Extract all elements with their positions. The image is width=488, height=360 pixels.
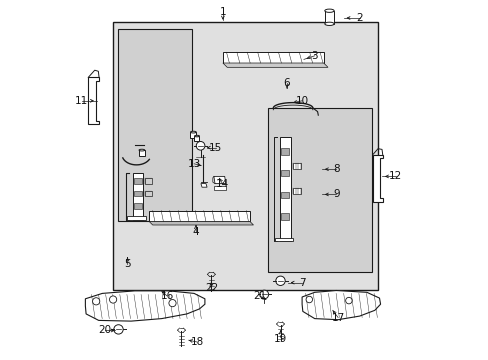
Bar bbox=[194, 136, 199, 141]
Text: 19: 19 bbox=[273, 334, 286, 344]
Circle shape bbox=[92, 298, 100, 305]
Circle shape bbox=[260, 290, 268, 299]
Text: 18: 18 bbox=[190, 337, 203, 347]
Polygon shape bbox=[133, 173, 142, 220]
Polygon shape bbox=[275, 238, 293, 241]
Text: 3: 3 bbox=[311, 51, 317, 61]
Polygon shape bbox=[149, 221, 253, 225]
Bar bbox=[118, 29, 191, 221]
Polygon shape bbox=[88, 77, 99, 124]
Circle shape bbox=[275, 276, 285, 285]
Circle shape bbox=[109, 296, 117, 303]
Text: 16: 16 bbox=[160, 291, 173, 301]
Polygon shape bbox=[144, 191, 152, 196]
Polygon shape bbox=[134, 203, 141, 209]
Polygon shape bbox=[223, 52, 323, 63]
Bar bbox=[113, 22, 377, 290]
Text: 12: 12 bbox=[388, 171, 402, 181]
Circle shape bbox=[196, 141, 204, 150]
Polygon shape bbox=[201, 184, 206, 187]
Text: 10: 10 bbox=[295, 96, 308, 106]
Polygon shape bbox=[127, 216, 145, 220]
Text: 17: 17 bbox=[331, 312, 344, 323]
Ellipse shape bbox=[324, 9, 333, 12]
Text: 11: 11 bbox=[75, 96, 88, 106]
Polygon shape bbox=[292, 188, 301, 194]
Ellipse shape bbox=[324, 22, 333, 26]
Text: 7: 7 bbox=[298, 278, 305, 288]
Text: 21: 21 bbox=[252, 291, 265, 301]
Bar bbox=[139, 150, 144, 156]
Polygon shape bbox=[134, 178, 141, 184]
Polygon shape bbox=[372, 155, 382, 202]
Polygon shape bbox=[281, 213, 288, 220]
Polygon shape bbox=[281, 192, 288, 198]
Polygon shape bbox=[134, 191, 141, 196]
Text: 22: 22 bbox=[204, 283, 218, 293]
Text: 14: 14 bbox=[216, 179, 229, 189]
Polygon shape bbox=[149, 211, 249, 221]
Text: 1: 1 bbox=[219, 6, 226, 17]
Ellipse shape bbox=[139, 149, 144, 151]
Circle shape bbox=[114, 325, 123, 334]
Bar bbox=[324, 11, 333, 24]
Text: 20: 20 bbox=[98, 325, 111, 336]
Circle shape bbox=[168, 300, 176, 307]
Text: 5: 5 bbox=[124, 258, 131, 269]
Polygon shape bbox=[85, 291, 204, 321]
Polygon shape bbox=[279, 137, 290, 241]
Polygon shape bbox=[281, 148, 288, 155]
Bar bbox=[267, 108, 371, 272]
Text: 15: 15 bbox=[209, 143, 222, 153]
Text: 9: 9 bbox=[332, 189, 339, 199]
Polygon shape bbox=[302, 291, 380, 320]
Text: 4: 4 bbox=[192, 227, 199, 237]
Text: 6: 6 bbox=[283, 78, 290, 88]
Polygon shape bbox=[213, 186, 226, 190]
Polygon shape bbox=[144, 178, 152, 184]
Polygon shape bbox=[281, 170, 288, 176]
Polygon shape bbox=[213, 176, 225, 184]
Bar bbox=[190, 132, 196, 138]
Polygon shape bbox=[292, 163, 301, 169]
Text: 13: 13 bbox=[187, 159, 200, 169]
Circle shape bbox=[345, 297, 351, 304]
Text: 2: 2 bbox=[356, 13, 362, 23]
Polygon shape bbox=[223, 63, 327, 67]
Circle shape bbox=[305, 296, 312, 303]
Text: 8: 8 bbox=[332, 164, 339, 174]
Ellipse shape bbox=[190, 131, 196, 133]
Ellipse shape bbox=[194, 135, 199, 137]
